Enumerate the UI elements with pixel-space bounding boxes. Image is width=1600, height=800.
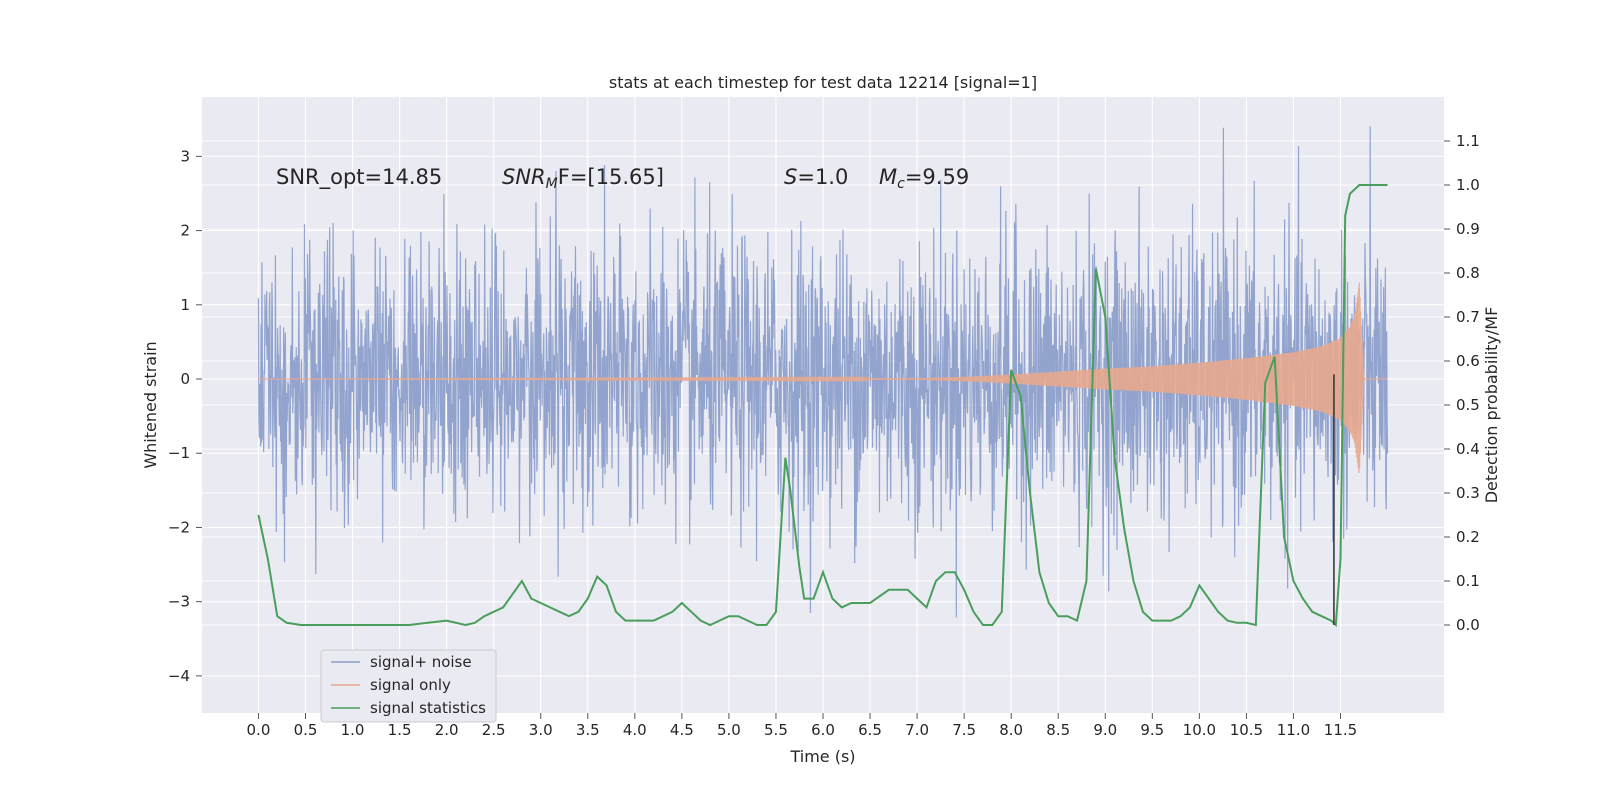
annotations: SNR_opt=14.85 SNRMF=[15.65] S=1.0 Mc=9.5… xyxy=(276,165,969,192)
y2-tick-label: 0.3 xyxy=(1456,484,1480,502)
x-tick-label: 0.0 xyxy=(247,721,271,739)
x-tick-label: 2.5 xyxy=(482,721,506,739)
legend-box xyxy=(320,649,497,723)
x-tick-label: 6.5 xyxy=(858,721,882,739)
y2-tick-label: 0.6 xyxy=(1456,352,1480,370)
y2-tick-label: 0.8 xyxy=(1456,264,1480,282)
x-tick-label: 4.5 xyxy=(670,721,694,739)
signal-noise-trace xyxy=(257,126,1389,618)
x-tick-label: 3.0 xyxy=(529,721,553,739)
y2-tick-label: 0.4 xyxy=(1456,440,1480,458)
x-tick-label: 5.0 xyxy=(717,721,741,739)
signal-statistics-trace xyxy=(257,184,1388,628)
signal-only-trace xyxy=(258,282,1388,474)
x-tick-label: 6.0 xyxy=(811,721,835,739)
axes: 0.0 0.5 1.0 1.5 2.0 2.5 3.0 3.5 4.0 4.5 5.0 5.5 6.0 6… xyxy=(168,132,1480,739)
y2-tick-label: 0.1 xyxy=(1456,572,1480,590)
x-tick-label: 9.0 xyxy=(1093,721,1117,739)
x-tick-label: 7.5 xyxy=(952,721,976,739)
y2-tick-label: 1.0 xyxy=(1456,176,1480,194)
chart-title: stats at each timestep for test data 122… xyxy=(609,73,1037,92)
y2-tick-label: 0.7 xyxy=(1456,308,1480,326)
x-tick-label: 7.0 xyxy=(905,721,929,739)
y-tick-label: 0 xyxy=(180,370,190,388)
annotation-mc-value: Mc=9.59 xyxy=(879,165,969,192)
y-tick-label: −2 xyxy=(168,518,190,536)
y-tick-label: −3 xyxy=(168,593,190,611)
x-tick-label: 4.0 xyxy=(623,721,647,739)
x-tick-label: 9.5 xyxy=(1140,721,1164,739)
legend-label-signal-noise: signal+ noise xyxy=(370,653,472,671)
x-tick-label: 11.0 xyxy=(1277,721,1310,739)
y-tick-label: 3 xyxy=(180,147,190,165)
y-tick-label: −4 xyxy=(168,667,190,685)
y2-tick-label: 0.0 xyxy=(1456,616,1480,634)
y2-tick-label: 0.5 xyxy=(1456,396,1480,414)
annotation-snr-mf: SNRMF=[15.65] xyxy=(502,165,664,192)
x-tick-label: 3.5 xyxy=(576,721,600,739)
legend-label-signal-statistics: signal statistics xyxy=(370,699,486,717)
y2-tick-label: 0.2 xyxy=(1456,528,1480,546)
x-tick-label: 1.5 xyxy=(388,721,412,739)
y2-axis-label: Detection probability/MF xyxy=(1482,307,1501,504)
x-tick-label: 0.5 xyxy=(294,721,318,739)
y2-tick-label: 0.9 xyxy=(1456,220,1480,238)
x-axis-label: Time (s) xyxy=(789,747,855,766)
x-tick-label: 1.0 xyxy=(341,721,365,739)
series-signal-noise xyxy=(257,126,1389,618)
legend: signal+ noise signal only signal statist… xyxy=(320,649,497,723)
y-axis-label: Whitened strain xyxy=(141,341,160,468)
y-tick-label: 1 xyxy=(180,296,190,314)
y-tick-label: −1 xyxy=(168,444,190,462)
x-tick-label: 2.0 xyxy=(435,721,459,739)
x-tick-label: 10.5 xyxy=(1230,721,1263,739)
y-tick-label: 2 xyxy=(180,222,190,240)
legend-label-signal-only: signal only xyxy=(370,676,451,694)
y2-tick-label: 1.1 xyxy=(1456,132,1480,150)
x-tick-label: 10.0 xyxy=(1183,721,1216,739)
series-signal-only xyxy=(258,282,1388,474)
x-tick-label: 11.5 xyxy=(1324,721,1357,739)
annotation-snr-opt: SNR_opt=14.85 xyxy=(276,165,442,190)
series-signal-statistics xyxy=(257,184,1388,628)
annotation-s-value: S=1.0 xyxy=(784,165,848,189)
x-tick-label: 8.0 xyxy=(999,721,1023,739)
x-tick-label: 8.5 xyxy=(1046,721,1070,739)
x-tick-label: 5.5 xyxy=(764,721,788,739)
